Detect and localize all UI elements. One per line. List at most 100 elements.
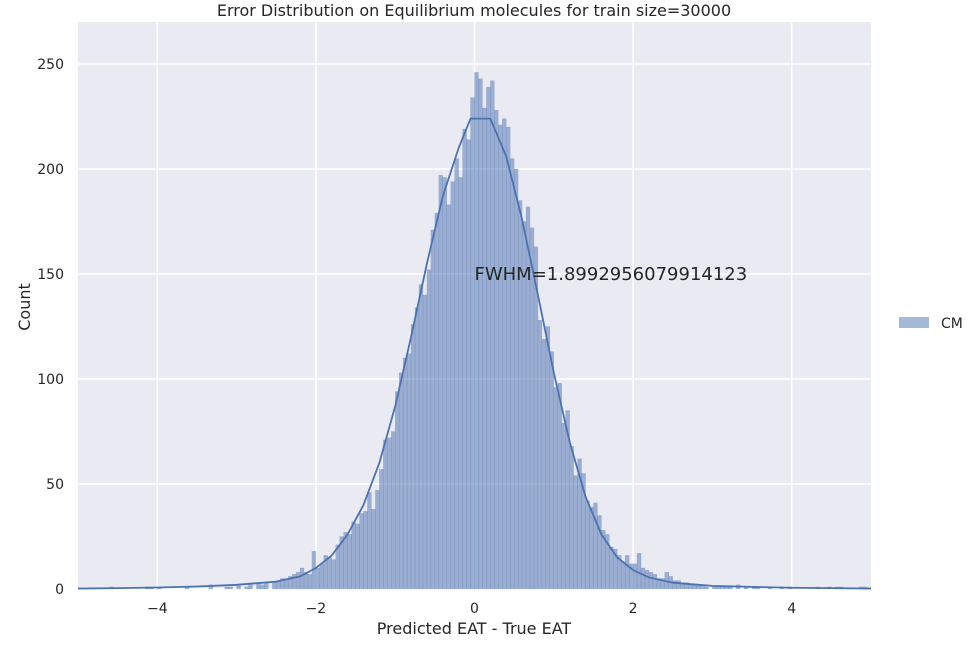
histogram-bar (632, 563, 638, 590)
histogram-bar (371, 509, 376, 590)
histogram-bar (585, 500, 590, 590)
histogram-bar (442, 177, 447, 590)
histogram-bar (537, 320, 543, 590)
histogram-bar (430, 229, 436, 590)
x-tick-label: −4 (147, 601, 168, 617)
histogram-bar (648, 572, 654, 590)
x-tick-label: 4 (787, 601, 796, 617)
histogram-bar (335, 544, 340, 590)
histogram-bar (640, 567, 646, 590)
x-tick-labels: −4 −2 0 2 4 (147, 601, 796, 617)
histogram-bar (474, 72, 479, 590)
histogram-bar (343, 532, 348, 590)
y-tick-labels: 0 50 100 150 200 250 (37, 57, 64, 598)
histogram-bar (295, 572, 301, 590)
histogram-bar (422, 294, 428, 590)
histogram-bar (506, 126, 511, 590)
y-tick-label: 250 (37, 57, 64, 73)
histogram-bar (224, 586, 229, 590)
histogram-bar (549, 351, 555, 590)
histogram-bar (244, 586, 249, 590)
histogram-bar (533, 246, 539, 590)
histogram-bar (414, 307, 420, 590)
legend: CM (899, 316, 963, 332)
histogram-bar (509, 158, 515, 590)
histogram-bar (359, 513, 364, 590)
histogram-bar (652, 574, 658, 590)
histogram-bar (621, 561, 626, 590)
histogram-bar (260, 584, 265, 590)
histogram-bar (462, 128, 467, 590)
histogram-bar (545, 326, 551, 590)
histogram-bar (351, 521, 356, 590)
histogram-bar (327, 557, 332, 590)
y-tick-label: 200 (37, 162, 64, 178)
histogram-bar (624, 555, 630, 590)
y-tick-label: 50 (46, 477, 64, 493)
legend-swatch-cm (899, 317, 929, 328)
histogram-bar (569, 446, 574, 590)
x-tick-label: 0 (470, 601, 479, 617)
x-axis-label: Predicted EAT - True EAT (377, 619, 572, 638)
histogram-bar (688, 584, 693, 590)
fwhm-annotation: FWHM=1.8992956079914123 (475, 264, 748, 285)
histogram-bar (426, 269, 432, 590)
histogram-bar (541, 338, 547, 590)
chart-title: Error Distribution on Equilibrium molecu… (217, 1, 731, 20)
histogram-bar (315, 567, 321, 590)
histogram-bar (363, 511, 368, 590)
histogram-bar (498, 124, 503, 590)
histogram-bar (589, 506, 594, 590)
histogram-bar (299, 567, 305, 590)
histogram-bar (636, 553, 642, 590)
kde-curve (77, 117, 872, 590)
histogram-bar (482, 107, 487, 590)
y-axis-label: Count (15, 283, 34, 331)
histogram-bar (517, 200, 523, 590)
histogram-bar (450, 181, 455, 590)
histogram-bar (398, 372, 404, 590)
histogram-bar (347, 534, 352, 590)
histogram-bar (716, 586, 721, 590)
histogram-bar (387, 437, 392, 590)
histogram-bar (395, 391, 400, 590)
histogram-bar (418, 284, 424, 590)
histogram-bar (331, 559, 336, 590)
histogram-bar (502, 118, 507, 590)
histogram-bar (561, 422, 566, 590)
histogram-bar (208, 584, 214, 590)
histogram-bar (410, 324, 416, 590)
histogram-bar (434, 212, 440, 590)
histogram-bar (478, 78, 483, 590)
x-tick-label: 2 (629, 601, 638, 617)
histogram-bar (490, 80, 495, 590)
histogram-bar (391, 431, 396, 590)
histogram-bar (248, 584, 253, 590)
histogram-bar (379, 469, 384, 590)
histogram-bar (272, 582, 277, 590)
histogram-bar (454, 158, 459, 590)
histogram-bar (724, 586, 729, 590)
histogram-bar (291, 574, 297, 590)
histogram-bar (466, 139, 471, 590)
histogram-bar (573, 475, 578, 590)
x-tick-label: −2 (306, 601, 327, 617)
legend-label-cm: CM (941, 316, 963, 332)
histogram-bars (109, 72, 868, 590)
histogram-bar (644, 569, 650, 590)
y-tick-label: 150 (37, 267, 64, 283)
histogram-bar (458, 177, 463, 590)
histogram-bar (553, 387, 558, 590)
histogram-bar (704, 586, 709, 590)
histogram-bar (557, 383, 562, 590)
histogram-bar (720, 586, 725, 590)
histogram-bar (470, 97, 475, 590)
histogram-bar (513, 168, 519, 590)
histogram-bar (383, 439, 388, 590)
histogram-bar (446, 204, 451, 590)
histogram-bar (355, 523, 360, 590)
histogram-bar (375, 490, 380, 590)
y-tick-label: 0 (55, 582, 64, 598)
histogram-bar (609, 546, 614, 590)
